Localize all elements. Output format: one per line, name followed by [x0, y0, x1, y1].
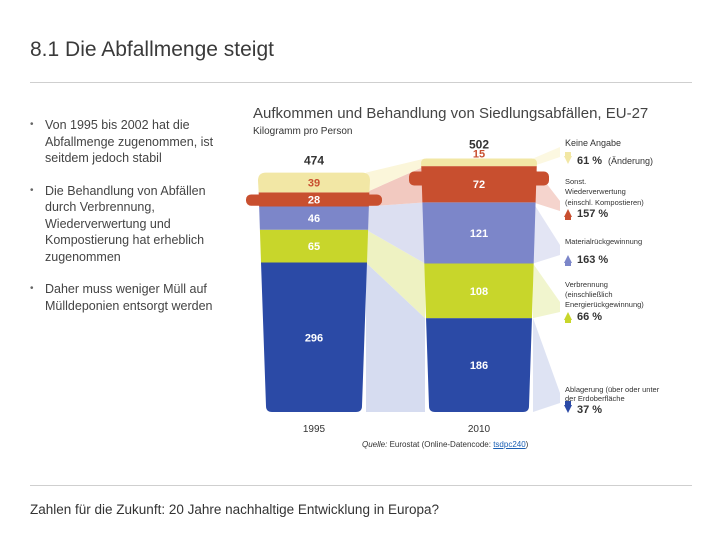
- data-label: 46: [308, 213, 320, 225]
- data-label: 39: [308, 177, 320, 189]
- footer-divider: [30, 485, 692, 486]
- data-label: 15: [473, 148, 485, 160]
- source-note: Quelle: Eurostat (Online-Datencode: tsdp…: [362, 440, 528, 449]
- bar-segment: [421, 158, 537, 167]
- legend-label: Wiederverwertung: [565, 187, 626, 196]
- arrow-shaft: [565, 318, 571, 323]
- bar-segment: [258, 172, 370, 193]
- legend-connector: [533, 147, 560, 167]
- legend-connector: [533, 318, 560, 412]
- title-divider: [30, 82, 692, 83]
- bullet-item: Von 1995 bis 2002 hat die Abfallmenge zu…: [30, 117, 220, 167]
- source-text: Eurostat (Online-Datencode:: [387, 440, 494, 449]
- data-label: 121: [470, 228, 488, 240]
- chart-unit-label: Kilogramm pro Person: [253, 126, 353, 137]
- legend-change: 37 %: [577, 404, 602, 416]
- footer-text: Zahlen für die Zukunft: 20 Jahre nachhal…: [30, 502, 440, 517]
- arrow-shaft: [565, 215, 571, 220]
- data-label: 65: [308, 241, 320, 253]
- bin-rim: [409, 171, 549, 186]
- bar-segment: [259, 206, 369, 230]
- legend-label: (einschließlich: [565, 290, 613, 299]
- legend-label: Materialrückgewinnung: [565, 237, 642, 246]
- source-close: ): [525, 440, 529, 449]
- flow-band: [366, 262, 425, 412]
- data-label: 296: [305, 332, 323, 344]
- category-label: 2010: [468, 424, 491, 435]
- data-label: 186: [470, 360, 488, 372]
- flow-band: [366, 202, 425, 264]
- bar-segment: [259, 229, 369, 263]
- legend-change-note: (Änderung): [608, 156, 653, 166]
- flow-band: [366, 229, 425, 319]
- chart-title: Aufkommen und Behandlung von Siedlungsab…: [253, 105, 649, 122]
- legend-change: 157 %: [577, 208, 608, 220]
- bar-segment: [426, 318, 532, 412]
- bar-segment: [422, 202, 536, 264]
- source-label: Quelle:: [362, 440, 388, 449]
- total-label: 502: [469, 137, 489, 151]
- arrow-shaft: [565, 152, 571, 157]
- bin-rim: [246, 194, 382, 206]
- data-label: 72: [473, 179, 485, 191]
- bullet-list: Von 1995 bis 2002 hat die Abfallmenge zu…: [30, 117, 220, 330]
- legend-label: Verbrennung: [565, 280, 608, 289]
- total-label: 474: [304, 154, 324, 168]
- arrow-shaft: [565, 261, 571, 266]
- arrow-down-icon: [564, 156, 572, 164]
- legend-label: Ablagerung (über oder unter: [565, 385, 660, 394]
- slide-title: 8.1 Die Abfallmenge steigt: [30, 38, 274, 61]
- legend-label: der Erdoberfläche: [565, 394, 625, 403]
- category-label: 1995: [303, 424, 326, 435]
- arrow-down-icon: [564, 405, 572, 413]
- bullet-item: Die Behandlung von Abfällen durch Verbre…: [30, 183, 220, 266]
- legend-change: 163 %: [577, 254, 608, 266]
- data-label: 108: [470, 286, 488, 298]
- arrow-shaft: [565, 401, 571, 406]
- bullet-item: Daher muss weniger Müll auf Mülldeponien…: [30, 281, 220, 314]
- legend-label: Energierückgewinnung): [565, 300, 644, 309]
- legend-change: 66 %: [577, 311, 602, 323]
- legend-connector: [533, 263, 560, 319]
- bar-segment: [424, 263, 534, 319]
- legend-change: 61 %: [577, 155, 602, 167]
- legend-label: (einschl. Kompostieren): [565, 198, 644, 207]
- legend-connector: [533, 202, 560, 264]
- data-label: 28: [308, 194, 320, 206]
- bar-segment: [261, 262, 367, 412]
- flow-band: [366, 158, 425, 193]
- source-link[interactable]: tsdpc240: [493, 440, 526, 449]
- legend-label: Sonst.: [565, 177, 586, 186]
- legend-label: Keine Angabe: [565, 138, 621, 148]
